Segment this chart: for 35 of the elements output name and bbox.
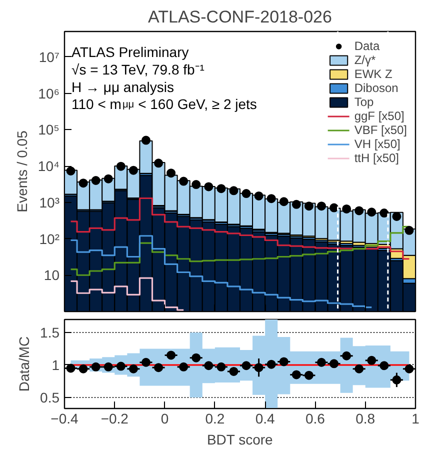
- y-axis-title: Events / 0.05: [14, 130, 30, 212]
- legend-label: Top: [354, 95, 374, 109]
- legend-label: VH [x50]: [354, 137, 400, 151]
- x-tick-label: 0.6: [305, 410, 326, 426]
- x-tick-label: −0.2: [100, 410, 129, 426]
- legend-label: Data: [354, 39, 380, 53]
- x-tick-label: −0.4: [50, 410, 79, 426]
- annotation: 110 < mμμ < 160 GeV, ≥ 2 jets: [72, 96, 257, 112]
- annotation: ATLAS Preliminary: [72, 44, 189, 60]
- y-axis-title: Data/MC: [16, 336, 32, 392]
- annotation: √s = 13 TeV, 79.8 fb⁻¹: [72, 61, 205, 78]
- legend-label: ggF [x50]: [354, 109, 404, 123]
- legend-label: VBF [x50]: [354, 123, 407, 137]
- legend-label: EWK Z: [354, 67, 392, 81]
- y-tick-label: 0.5: [40, 389, 60, 406]
- y-tick-label: 10⁵: [38, 122, 60, 138]
- y-tick-label: 10³: [39, 194, 60, 210]
- y-tick-label: 1: [52, 356, 60, 373]
- y-tick-label: 10⁴: [38, 158, 60, 174]
- x-tick-label: 0: [160, 410, 169, 426]
- x-tick-label: 0.2: [205, 410, 225, 426]
- y-tick-label: 1.5: [40, 324, 60, 340]
- x-tick-label: 1: [412, 410, 420, 426]
- x-axis-title: BDT score: [206, 432, 274, 448]
- legend-label: Diboson: [354, 81, 398, 95]
- y-tick-label: 10⁷: [38, 48, 60, 65]
- y-tick-label: 10: [44, 267, 60, 284]
- legend-label: Z/γ*: [354, 53, 376, 67]
- x-tick-label: 0.8: [356, 410, 376, 426]
- x-tick-label: 0.4: [255, 410, 276, 426]
- annotation: H → μμ analysis: [72, 78, 174, 95]
- y-tick-label: 10⁶: [38, 85, 60, 102]
- legend-label: ttH [x50]: [354, 151, 399, 165]
- chart-title: ATLAS-CONF-2018-026: [148, 8, 332, 26]
- y-tick-label: 10²: [39, 230, 60, 247]
